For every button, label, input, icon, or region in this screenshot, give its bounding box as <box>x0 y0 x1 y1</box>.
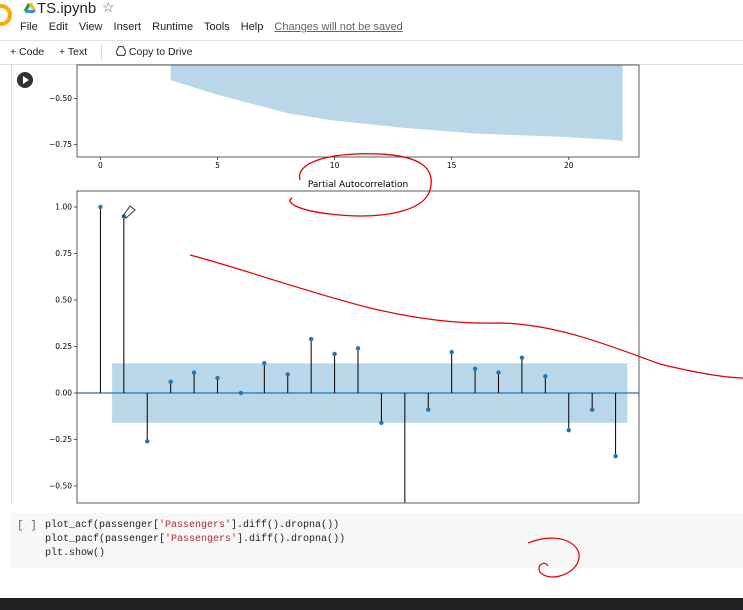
title-bar: TS.ipynb ☆ File Edit View Insert Runtime… <box>0 0 743 40</box>
pacf-y-tick-label: 1.00 <box>55 203 72 212</box>
toolbar-divider <box>101 44 102 61</box>
pacf-marker <box>496 370 501 375</box>
pacf-marker <box>566 428 571 433</box>
pacf-title: Partial Autocorrelation <box>308 180 408 190</box>
pacf-marker <box>589 407 595 412</box>
pacf-marker <box>285 372 290 377</box>
code-line-1-string: 'Passengers' <box>159 520 232 531</box>
pacf-marker <box>168 379 173 385</box>
pacf-marker <box>121 214 127 219</box>
pacf-marker <box>379 420 384 425</box>
plots-output: 0 5 10 15 20 −0.50 −0.75 Partial Autocorrelat… <box>49 64 640 504</box>
code-line-2: plot_pacf(passenger['Passengers'].diff()… <box>45 534 345 545</box>
acf-x-tick-label: 5 <box>215 161 220 170</box>
add-code-button[interactable]: + Code <box>10 46 45 58</box>
cell-run-indicator[interactable]: [ ] <box>17 520 37 532</box>
pacf-marker <box>308 336 314 342</box>
acf-y-tick-label: −0.50 <box>49 94 72 103</box>
menu-runtime[interactable]: Runtime <box>152 21 194 33</box>
acf-y-tick-label: −0.75 <box>49 140 72 149</box>
pacf-marker <box>262 361 267 366</box>
pacf-marker <box>145 439 150 444</box>
menu-insert[interactable]: Insert <box>113 21 142 33</box>
code-line-1-fn: plot_acf(passenger[ <box>45 520 160 531</box>
star-icon[interactable]: ☆ <box>102 0 115 15</box>
toolbar: + Code + Text Copy to Drive <box>0 40 743 65</box>
acf-chart: 0 5 10 15 20 −0.50 −0.75 <box>49 64 640 170</box>
pacf-marker <box>426 407 431 412</box>
pacf-marker <box>449 349 454 355</box>
acf-x-tick-label: 10 <box>330 161 340 170</box>
code-line-3: plt.show() <box>45 548 106 559</box>
acf-x-ticks: 0 5 10 15 20 <box>98 157 574 170</box>
code-cell[interactable]: [ ] plot_acf(passenger['Passengers'].dif… <box>11 513 743 568</box>
pacf-y-tick-label: 0.75 <box>55 249 72 258</box>
menu-view[interactable]: View <box>78 21 103 33</box>
pacf-y-tick-label: 0.25 <box>55 342 72 351</box>
acf-y-ticks: −0.50 −0.75 <box>49 94 77 149</box>
pacf-y-ticks: 1.00 0.75 0.50 0.25 0.00 −0.25 −0.50 <box>49 203 77 491</box>
colab-logo[interactable] <box>0 4 12 26</box>
pacf-y-tick-label: −0.50 <box>49 482 72 491</box>
pacf-chart: Partial Autocorrelation 1.00 0.75 0.50 0.25… <box>49 180 640 504</box>
code-line-2-fn: plot_pacf(passenger[ <box>45 534 166 545</box>
acf-x-tick-label: 15 <box>447 161 457 170</box>
taskbar <box>0 598 743 610</box>
pacf-marker <box>613 454 618 459</box>
menu-tools[interactable]: Tools <box>203 21 230 33</box>
code-line-2-string: 'Passengers' <box>165 534 238 545</box>
notebook-title[interactable]: TS.ipynb <box>37 0 97 17</box>
copy-to-drive-button[interactable]: Copy to Drive <box>115 45 193 58</box>
drive-icon <box>24 3 36 13</box>
code-line-1: plot_acf(passenger['Passengers'].diff().… <box>45 520 339 531</box>
pacf-y-tick-label: −0.25 <box>49 435 72 444</box>
run-cell-button[interactable] <box>17 72 33 88</box>
pacf-y-tick-label: 0.50 <box>55 296 72 305</box>
drive-copy-icon <box>115 45 127 57</box>
pacf-stems <box>98 204 618 503</box>
pacf-marker <box>519 355 525 360</box>
pacf-marker <box>355 346 361 351</box>
acf-x-tick-label: 20 <box>564 161 574 170</box>
pacf-marker <box>191 370 197 375</box>
menu-bar: File Edit View Insert Runtime Tools Help… <box>20 21 411 33</box>
pacf-marker <box>215 375 220 381</box>
acf-x-tick-label: 0 <box>98 161 103 170</box>
pacf-marker <box>543 374 548 379</box>
pacf-marker <box>238 390 244 396</box>
acf-confidence-band <box>170 65 623 141</box>
pacf-marker <box>332 351 337 357</box>
add-text-button[interactable]: + Text <box>59 46 88 58</box>
pacf-marker <box>472 366 478 372</box>
menu-file[interactable]: File <box>20 21 38 33</box>
menu-help[interactable]: Help <box>240 21 264 33</box>
code-line-2-rest: ].diff().dropna()) <box>237 534 346 545</box>
copy-to-drive-label: Copy to Drive <box>128 46 193 58</box>
unsaved-notice[interactable]: Changes will not be saved <box>274 21 403 33</box>
menu-edit[interactable]: Edit <box>48 21 68 33</box>
pacf-y-tick-label: 0.00 <box>55 389 72 398</box>
pacf-marker <box>98 204 103 210</box>
code-line-1-rest: ].diff().dropna()) <box>231 520 340 531</box>
